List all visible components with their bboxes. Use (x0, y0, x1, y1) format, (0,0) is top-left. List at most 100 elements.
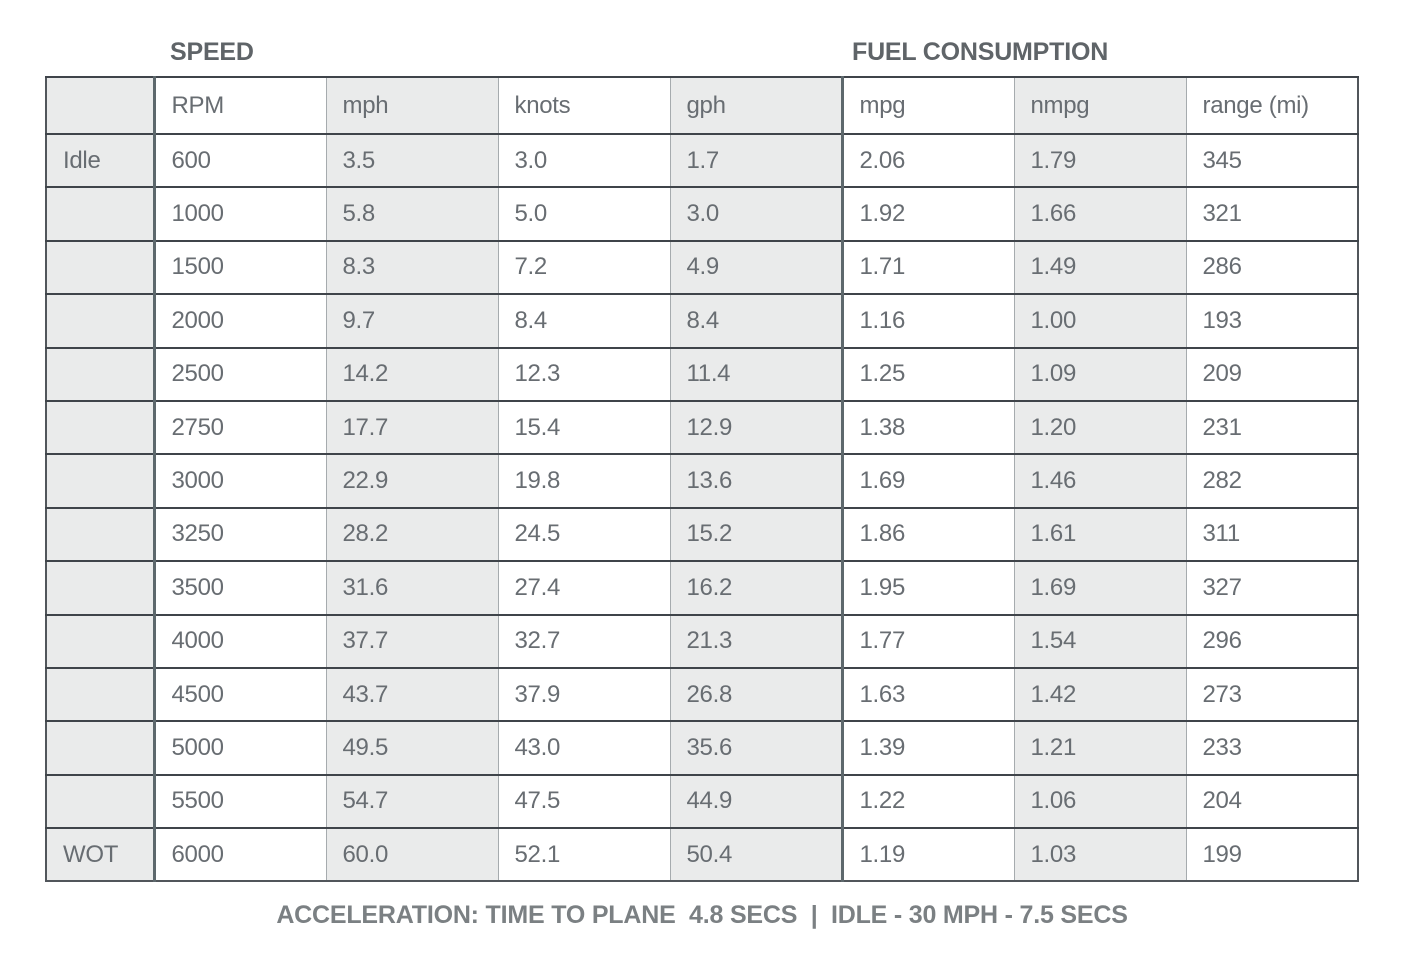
table-cell: 3.0 (669, 186, 842, 241)
table-cell: 204 (1185, 773, 1358, 829)
table-cell: 282 (1185, 453, 1358, 508)
table-cell: 1.22 (840, 773, 1014, 829)
table-cell: 2500 (152, 346, 326, 401)
table-cell: 1.46 (1013, 453, 1186, 508)
table-row: 5000 49.5 43.0 35.6 1.39 1.21 233 (46, 720, 1358, 775)
row-label (46, 346, 154, 401)
table-cell: 47.5 (497, 773, 670, 829)
acceleration-caption: ACCELERATION: TIME TO PLANE 4.8 SECS | I… (276, 901, 1128, 929)
table-cell: 1500 (152, 239, 326, 295)
column-header: range (mi) (1185, 76, 1358, 134)
table-cell: 5500 (152, 773, 326, 829)
table-row: 4000 37.7 32.7 21.3 1.77 1.54 296 (46, 613, 1358, 668)
table-cell: 1.77 (840, 613, 1014, 668)
table-cell: 43.0 (497, 720, 670, 775)
table-cell: 600 (152, 132, 326, 188)
table-cell: 3.5 (325, 132, 498, 188)
table-cell: 1.61 (1013, 506, 1186, 562)
table-cell: 43.7 (325, 666, 498, 722)
table-cell: 1000 (152, 186, 326, 241)
table-cell: 9.7 (325, 293, 498, 348)
table-cell: 27.4 (497, 560, 670, 615)
table-cell: 1.03 (1013, 827, 1186, 882)
table-cell: 311 (1185, 506, 1358, 562)
table-cell: 321 (1185, 186, 1358, 241)
table-cell: 37.9 (497, 666, 670, 722)
table-cell: 193 (1185, 293, 1358, 348)
column-header: nmpg (1013, 76, 1186, 134)
column-header: RPM (152, 76, 326, 134)
table-cell: 286 (1185, 239, 1358, 295)
table-cell: 2750 (152, 399, 326, 455)
table-cell: 26.8 (669, 666, 842, 722)
table-cell: 14.2 (325, 346, 498, 401)
table-cell: 5000 (152, 720, 326, 775)
table-cell: 1.66 (1013, 186, 1186, 241)
table-cell: 6000 (152, 827, 326, 882)
table-row: 1500 8.3 7.2 4.9 1.71 1.49 286 (46, 239, 1358, 295)
table-cell: 2000 (152, 293, 326, 348)
table-cell: 1.25 (840, 346, 1014, 401)
table-cell: 3000 (152, 453, 326, 508)
table-cell: 1.20 (1013, 399, 1186, 455)
row-label (46, 239, 154, 295)
table-cell: 1.54 (1013, 613, 1186, 668)
table-cell: 1.69 (840, 453, 1014, 508)
table-row: 4500 43.7 37.9 26.8 1.63 1.42 273 (46, 666, 1358, 722)
table-cell: 4000 (152, 613, 326, 668)
table-cell: 54.7 (325, 773, 498, 829)
table-cell: 3250 (152, 506, 326, 562)
table-cell: 5.8 (325, 186, 498, 241)
table-cell: 7.2 (497, 239, 670, 295)
table-cell: 1.42 (1013, 666, 1186, 722)
table-cell: 24.5 (497, 506, 670, 562)
table-cell: 1.63 (840, 666, 1014, 722)
table-cell: 1.95 (840, 560, 1014, 615)
table-cell: 8.3 (325, 239, 498, 295)
table-cell: 44.9 (669, 773, 842, 829)
table-cell: 11.4 (669, 346, 842, 401)
table-cell: 28.2 (325, 506, 498, 562)
table-cell: 209 (1185, 346, 1358, 401)
column-header: mph (325, 76, 498, 134)
table-cell: 1.06 (1013, 773, 1186, 829)
row-label (46, 453, 154, 508)
table-row: 2500 14.2 12.3 11.4 1.25 1.09 209 (46, 346, 1358, 401)
row-label (46, 720, 154, 775)
table-row: 5500 54.7 47.5 44.9 1.22 1.06 204 (46, 773, 1358, 829)
column-header: gph (669, 76, 842, 134)
table-cell: 49.5 (325, 720, 498, 775)
table-cell: 1.92 (840, 186, 1014, 241)
table-cell: 1.09 (1013, 346, 1186, 401)
table-cell: 17.7 (325, 399, 498, 455)
table-cell: 1.7 (669, 132, 842, 188)
column-header: knots (497, 76, 670, 134)
table-row: 3500 31.6 27.4 16.2 1.95 1.69 327 (46, 560, 1358, 615)
table-cell: 345 (1185, 132, 1358, 188)
table-cell: 21.3 (669, 613, 842, 668)
table-cell: 5.0 (497, 186, 670, 241)
table-row: 2000 9.7 8.4 8.4 1.16 1.00 193 (46, 293, 1358, 348)
row-label (46, 506, 154, 562)
table-header: RPM mph knots gph mpg nmpg range (mi) (46, 76, 1358, 134)
table-row: 2750 17.7 15.4 12.9 1.38 1.20 231 (46, 399, 1358, 455)
table-row: 3000 22.9 19.8 13.6 1.69 1.46 282 (46, 453, 1358, 508)
table-cell: 13.6 (669, 453, 842, 508)
table-cell: 199 (1185, 827, 1358, 882)
table-cell: 4.9 (669, 239, 842, 295)
table-cell: 1.71 (840, 239, 1014, 295)
table-cell: 31.6 (325, 560, 498, 615)
table-row: 3250 28.2 24.5 15.2 1.86 1.61 311 (46, 506, 1358, 562)
table-cell: 8.4 (497, 293, 670, 348)
speed-section-title: SPEED (170, 38, 254, 66)
column-header: mpg (840, 76, 1014, 134)
table-row: 1000 5.8 5.0 3.0 1.92 1.66 321 (46, 186, 1358, 241)
table-cell: 1.86 (840, 506, 1014, 562)
table-cell: 2.06 (840, 132, 1014, 188)
table-cell: 22.9 (325, 453, 498, 508)
table-cell: 1.39 (840, 720, 1014, 775)
row-label (46, 666, 154, 722)
table-cell: 4500 (152, 666, 326, 722)
table-cell: 50.4 (669, 827, 842, 882)
table-cell: 3.0 (497, 132, 670, 188)
